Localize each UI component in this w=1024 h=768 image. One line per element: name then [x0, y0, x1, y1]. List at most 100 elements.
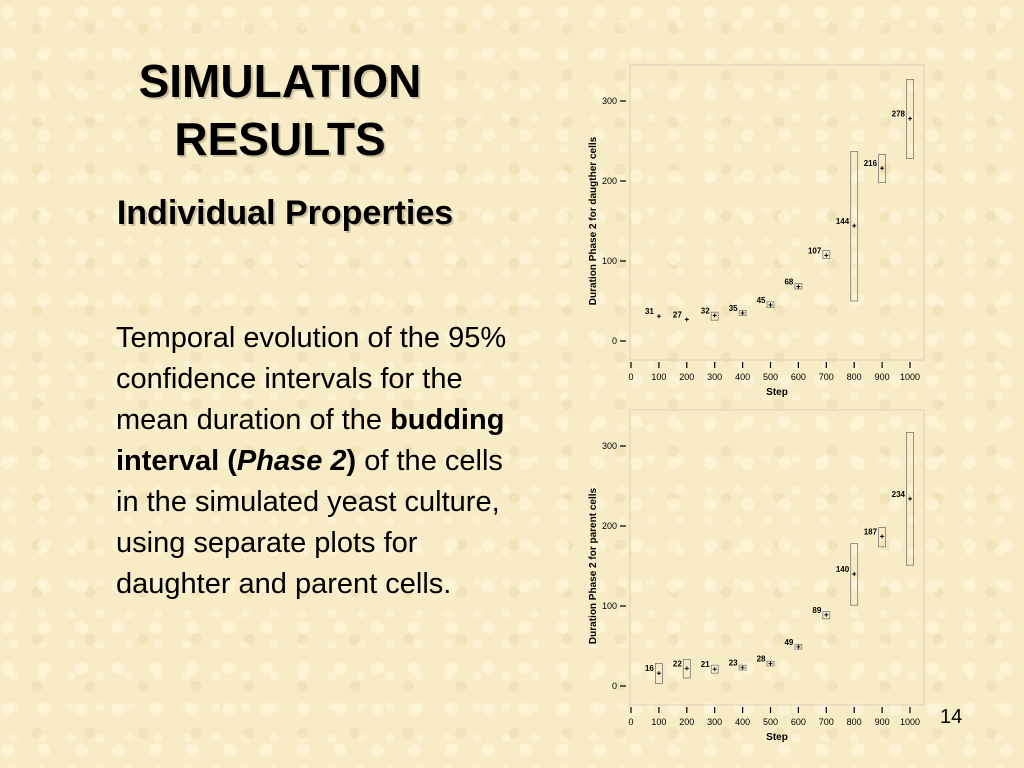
data-label: 68: [784, 278, 793, 287]
ci-bar: [682, 659, 691, 679]
description-text-2: of the cells in the simulated yeast cult…: [116, 445, 503, 600]
data-label: 16: [645, 664, 654, 673]
ci-point: 32: [701, 306, 719, 321]
data-label: 28: [757, 655, 766, 664]
ci-point: 35: [729, 304, 747, 316]
ci-bar: [710, 311, 719, 321]
data-label: 107: [808, 246, 822, 255]
x-tick-label: 1000: [900, 372, 920, 382]
data-label: 32: [701, 306, 710, 315]
ci-bar: [738, 310, 747, 316]
ci-point: 28: [757, 655, 775, 667]
y-tick-label: 300: [602, 441, 617, 451]
data-label: 35: [729, 304, 738, 313]
ci-bar: [850, 151, 859, 302]
parent-cells-plot: 0 100 200 300 0 100 200 300 400 500 600 700 800 900 10…: [588, 409, 925, 743]
data-label: 21: [701, 660, 710, 669]
x-tick-label: 500: [763, 372, 778, 382]
ci-bar: [710, 664, 719, 674]
description-italic-term: Phase 2: [236, 445, 347, 477]
x-axis-label: Step: [766, 387, 788, 398]
ci-bar: [850, 543, 859, 606]
ci-point: 68: [784, 278, 803, 290]
x-tick-label: 1000: [900, 717, 920, 727]
x-tick-label: 700: [819, 717, 834, 727]
ci-point: 16: [645, 663, 663, 685]
slide-subtitle: Individual Properties: [116, 194, 454, 232]
x-tick-label: 200: [679, 717, 694, 727]
ci-point: 144: [836, 151, 859, 302]
ci-point: 278: [892, 78, 914, 159]
ci-bar: [906, 431, 914, 566]
page-number: 14: [940, 706, 963, 728]
ci-bar: [878, 527, 887, 548]
ci-bar: [906, 78, 914, 159]
plot-frame: [629, 64, 925, 361]
ci-point: 21: [701, 660, 719, 674]
x-tick-label: 400: [735, 372, 750, 382]
y-tick-label: 0: [612, 681, 617, 691]
data-label: 187: [864, 527, 878, 536]
y-tick-label: 300: [602, 96, 617, 106]
x-tick-label: 900: [875, 372, 890, 382]
data-label: 45: [757, 296, 766, 305]
ci-point: 31: [645, 307, 661, 319]
ci-bar: [794, 282, 803, 290]
ci-bar: [822, 611, 831, 620]
x-tick-label: 600: [791, 372, 806, 382]
x-axis-label: Step: [766, 732, 788, 743]
ci-bar: [878, 154, 887, 183]
ci-point: 27: [673, 310, 689, 322]
ci-bar: [738, 664, 747, 671]
ci-bar: [822, 250, 831, 260]
paren-close: ): [346, 445, 357, 477]
ci-bar: [655, 663, 663, 685]
ci-point: 23: [729, 659, 747, 671]
data-label: 216: [864, 159, 878, 168]
ci-point: 22: [673, 659, 691, 679]
ci-bar: [766, 301, 775, 308]
x-tick-label: 500: [763, 717, 778, 727]
description-bold-term: budding interval: [116, 404, 505, 477]
data-label: 49: [784, 638, 793, 647]
slide-title: SIMULATION RESULTS: [70, 52, 490, 168]
title-line-2: RESULTS: [174, 113, 386, 165]
x-tick-label: 100: [651, 717, 666, 727]
data-label: 140: [836, 565, 850, 574]
data-label: 23: [729, 659, 738, 668]
paren-open: (: [219, 445, 237, 477]
ci-bar: [794, 643, 803, 650]
x-tick-label: 100: [651, 372, 666, 382]
description-paragraph: Temporal evolution of the 95% confidence…: [116, 318, 516, 605]
ci-point: 49: [784, 638, 803, 650]
y-axis-label: Duration Phase 2 for parent cells: [588, 487, 599, 644]
data-label: 27: [673, 310, 682, 319]
y-tick-label: 0: [612, 336, 617, 346]
x-tick-label: 700: [819, 372, 834, 382]
plot-frame: [629, 409, 925, 706]
ci-point: 187: [864, 527, 887, 548]
daughter-cells-plot: 0 100 200 300 0 100 200 300 400 500 600 700 800 900 10…: [588, 64, 925, 398]
y-axis-label: Duration Phase 2 for daugther cells: [588, 136, 599, 305]
y-tick-label: 100: [602, 256, 617, 266]
data-label: 31: [645, 307, 654, 316]
title-line-1: SIMULATION: [138, 55, 422, 107]
x-tick-label: 800: [847, 372, 862, 382]
y-tick-label: 200: [602, 521, 617, 531]
ci-point: 234: [892, 431, 914, 566]
x-tick-label: 800: [847, 717, 862, 727]
x-tick-label: 300: [707, 372, 722, 382]
y-tick-label: 100: [602, 601, 617, 611]
x-tick-label: 300: [707, 717, 722, 727]
ci-point: 45: [757, 296, 775, 308]
ci-point: 216: [864, 154, 887, 183]
data-label: 234: [892, 490, 906, 499]
ci-bar: [766, 660, 775, 667]
x-tick-label: 900: [875, 717, 890, 727]
x-tick-label: 400: [735, 717, 750, 727]
x-tick-label: 0: [628, 372, 633, 382]
ci-point: 140: [836, 543, 859, 606]
y-tick-label: 200: [602, 176, 617, 186]
data-label: 278: [892, 110, 906, 119]
description-text-1: Temporal evolution of the 95% confidence…: [116, 322, 507, 436]
